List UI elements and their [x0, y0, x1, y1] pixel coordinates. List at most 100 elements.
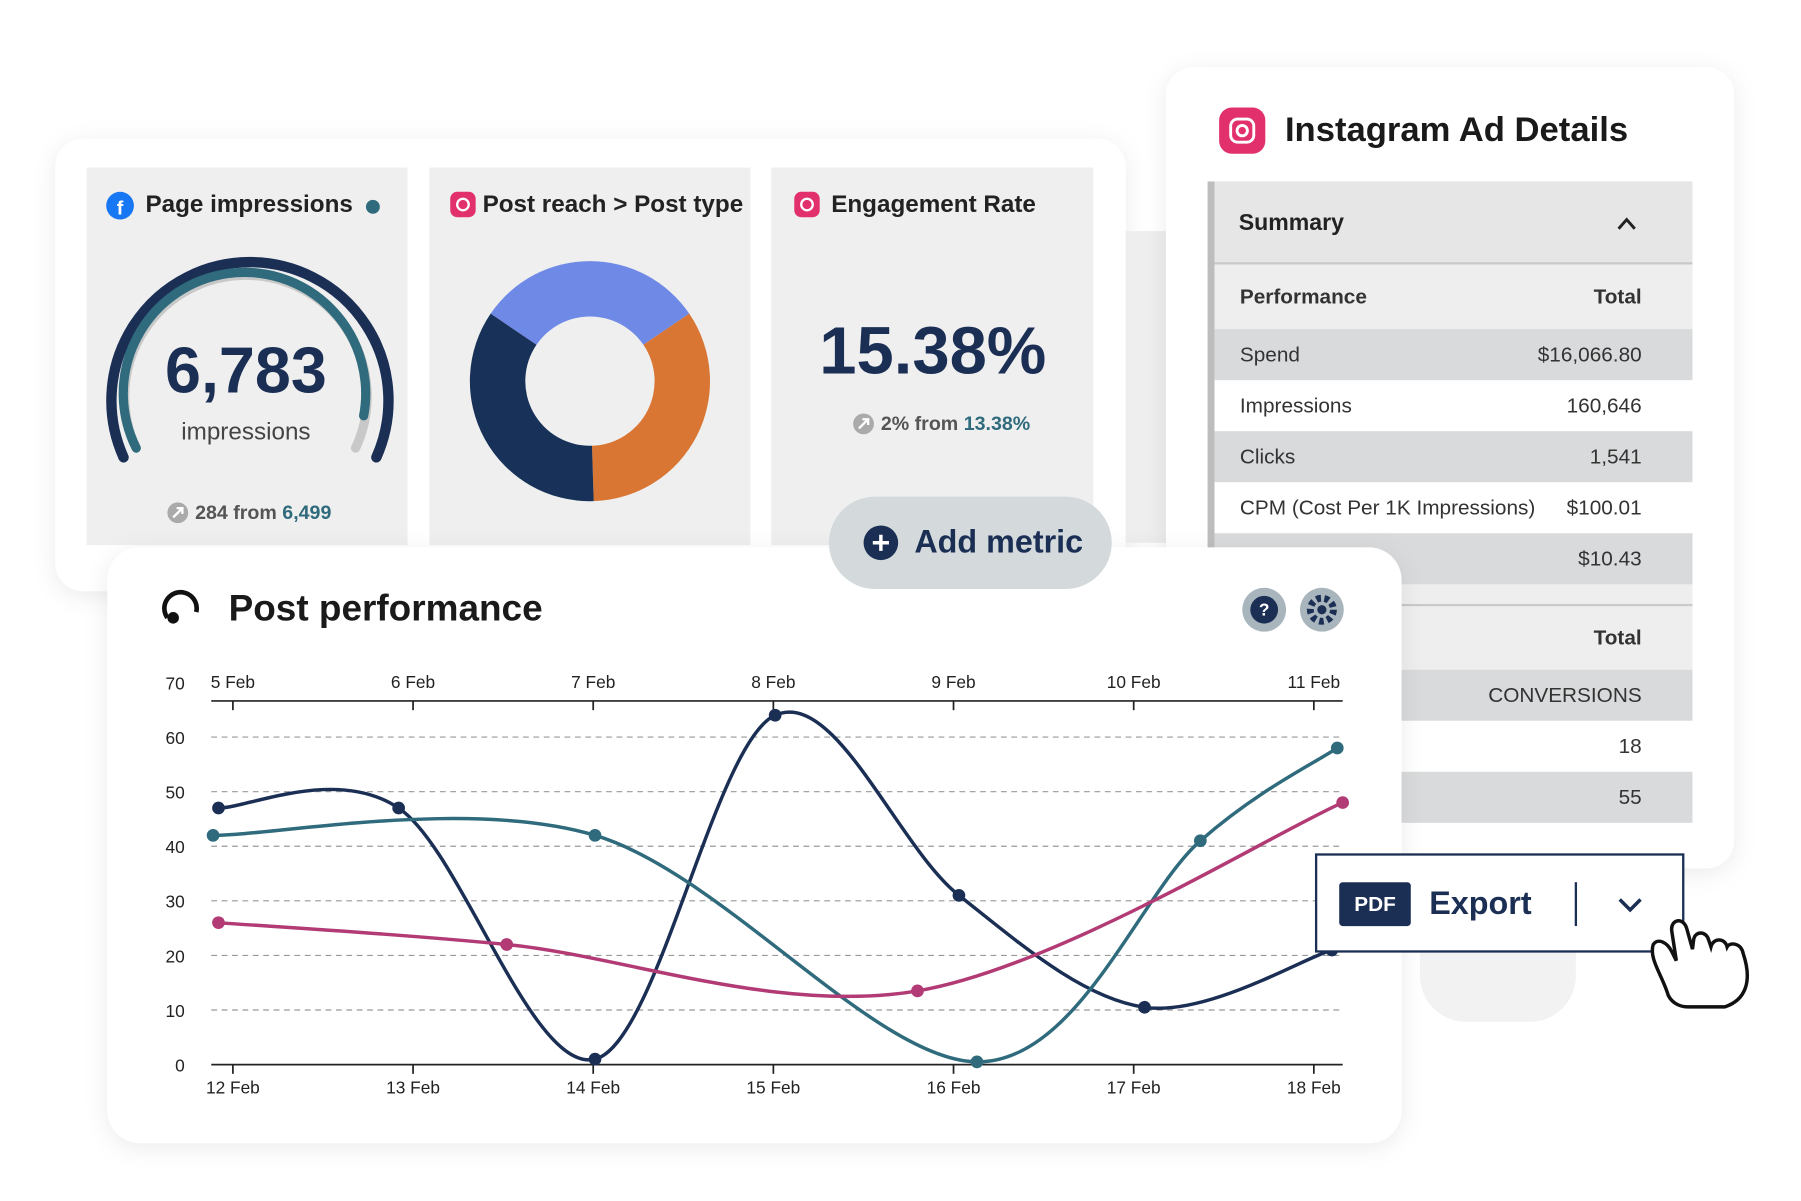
x-tick-label: 18 Feb [1287, 1077, 1341, 1097]
dropdown-icon[interactable] [1618, 898, 1642, 913]
data-point [1336, 796, 1350, 809]
table-cell: Spend [1240, 343, 1300, 366]
export-format[interactable]: PDF [1354, 893, 1396, 916]
instagram-icon-glyph [800, 197, 814, 212]
instagram-icon-glyph [1235, 123, 1249, 138]
trend-arrow [858, 418, 870, 430]
settings-icon[interactable] [1317, 605, 1327, 615]
data-point [206, 828, 220, 842]
add-metric-button[interactable] [828, 496, 1112, 589]
x2-tick-label: 5 Feb [211, 672, 255, 692]
section-title[interactable]: Summary [1239, 209, 1344, 235]
from: from [233, 502, 277, 524]
y-tick-label: 60 [165, 728, 184, 748]
x2-tick-label: 11 Feb [1288, 672, 1341, 692]
instagram-icon-glyph [1229, 117, 1256, 144]
help-glyph[interactable]: ? [1259, 599, 1270, 619]
table-row [1214, 380, 1693, 432]
chart-panel [107, 547, 1402, 1144]
status-dot [365, 199, 380, 214]
facebook-icon [106, 191, 134, 220]
line-chart: 0 10 20 30 40 50 60 70 12 Feb 13 Feb 14 Feb 15 Feb 1… [165, 672, 1350, 1097]
table-border [1207, 181, 1215, 823]
data-point [212, 916, 225, 930]
divider [1214, 262, 1693, 265]
table-cell: 18 [1619, 735, 1642, 758]
x-tick-label: 13 Feb [386, 1077, 440, 1097]
table-cell: $16,066.80 [1538, 343, 1642, 366]
table-header-cell: Performance [1240, 286, 1367, 309]
y-tick-label: 30 [165, 892, 184, 912]
gauge-progress [118, 267, 371, 453]
pdf-badge[interactable] [1339, 882, 1411, 927]
table-row [1214, 431, 1693, 483]
table-cell: $100.01 [1567, 496, 1642, 519]
facebook-icon-glyph: f [117, 197, 124, 219]
card [86, 167, 408, 546]
donut-slice [591, 313, 711, 502]
table-row [1214, 482, 1693, 534]
x2-tick-label: 8 Feb [751, 672, 795, 692]
previous: 13.38% [964, 413, 1031, 435]
x2-tick-label: 9 Feb [931, 672, 975, 692]
x-tick-label: 14 Feb [566, 1077, 620, 1097]
instagram-icon [794, 191, 820, 218]
gauge-outer [106, 257, 394, 463]
gauge-unit: impressions [181, 419, 310, 446]
instagram-icon [450, 191, 476, 218]
data-point [212, 801, 225, 815]
table-cell: $10.43 [1578, 547, 1642, 570]
x2-tick-label: 7 Feb [571, 672, 615, 692]
hand-cursor [1650, 919, 1749, 1009]
instagram-icon [1219, 107, 1266, 154]
change: 284 [195, 502, 228, 524]
metric-value: 15.38% [819, 313, 1046, 388]
x-tick-label: 12 Feb [206, 1077, 260, 1097]
x2-tick-label: 6 Feb [391, 672, 435, 692]
table-row [1214, 329, 1693, 381]
data-point [500, 938, 514, 951]
card [771, 167, 1094, 546]
settings-icon[interactable] [1306, 594, 1337, 625]
change-line: 284 from 6,499 [195, 502, 331, 524]
x2-tick-label: 10 Feb [1107, 672, 1161, 692]
export-label[interactable]: Export [1429, 885, 1532, 921]
data-point [952, 889, 966, 902]
data-point [970, 1055, 984, 1069]
plus-glyph[interactable] [872, 534, 889, 551]
performance-icon [167, 612, 179, 624]
collapse-icon[interactable] [1617, 217, 1636, 230]
instagram-icon-glyph [456, 197, 470, 212]
data-point [588, 1052, 602, 1066]
add-metric-label[interactable]: Add metric [914, 523, 1083, 559]
data-point [1330, 741, 1344, 755]
donut-slice [469, 313, 594, 502]
table-cell: CONVERSIONS [1488, 684, 1641, 707]
table-row [1214, 264, 1693, 330]
donut-chart [469, 261, 711, 502]
previous: 6,499 [282, 502, 331, 524]
y-tick-label: 50 [165, 783, 184, 803]
trend-arrow [172, 506, 184, 519]
x-tick-label: 17 Feb [1107, 1077, 1161, 1097]
divider [1214, 603, 1693, 607]
data-point [1193, 834, 1207, 848]
change: 2% [881, 413, 909, 435]
change-line: 2% from 13.38% [881, 413, 1030, 435]
data-point [392, 801, 405, 815]
table-cell: 160,646 [1567, 394, 1642, 417]
data-point [588, 828, 602, 842]
table-cell: 1,541 [1590, 445, 1642, 468]
data-point [1138, 1000, 1151, 1014]
help-icon[interactable] [1250, 595, 1279, 624]
chart-title: Post performance [229, 588, 543, 629]
series-line [218, 800, 1344, 999]
section-header[interactable] [1214, 181, 1693, 264]
table-cell: Impressions [1240, 394, 1352, 417]
table-cell: Clicks [1240, 445, 1295, 468]
gauge-value: 6,783 [165, 333, 327, 406]
data-point [768, 708, 782, 722]
card-title: Engagement Rate [831, 191, 1036, 218]
